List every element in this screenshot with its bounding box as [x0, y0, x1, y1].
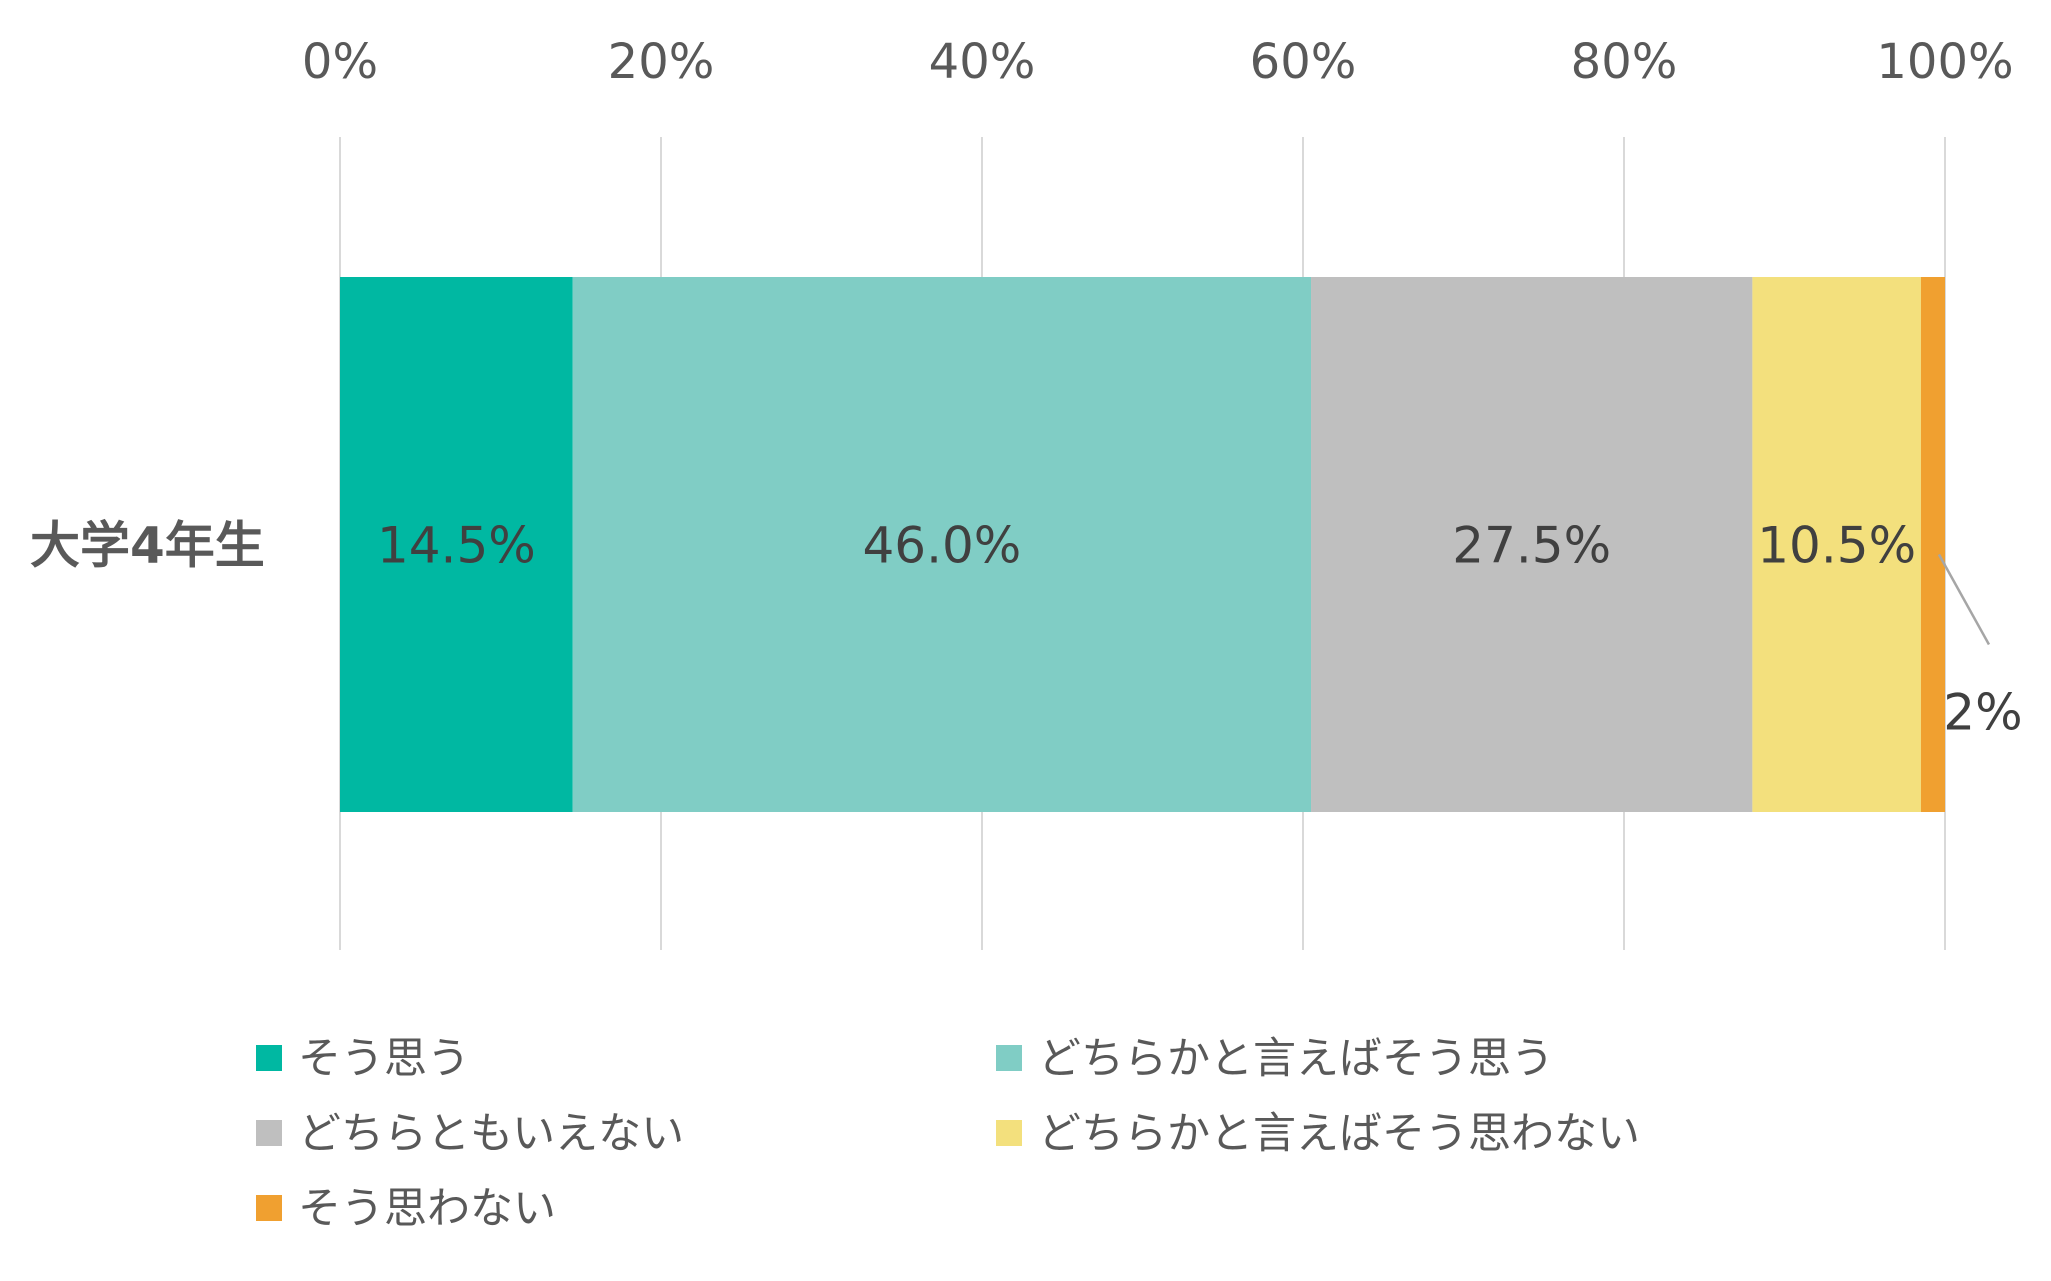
x-tick-label: 20% — [608, 34, 715, 90]
data-label: 14.5% — [377, 517, 536, 575]
bar-segment — [340, 277, 573, 812]
legend-swatch — [256, 1195, 282, 1221]
legend-label: どちらかと言えばそう思う — [1038, 1034, 1554, 1084]
legend-swatch — [996, 1045, 1022, 1071]
x-tick-label: 60% — [1250, 34, 1357, 90]
legend-label: どちらともいえない — [298, 1109, 684, 1159]
x-tick-label: 80% — [1571, 34, 1678, 90]
legend-item: どちらかと言えばそう思わない — [996, 1109, 1640, 1159]
legend-swatch — [996, 1120, 1022, 1146]
bar-segment — [1752, 277, 1921, 812]
data-label: 46.0% — [862, 517, 1021, 575]
legend-label: どちらかと言えばそう思わない — [1038, 1109, 1640, 1159]
legend-item: どちらともいえない — [256, 1109, 684, 1159]
category-labels: 大学4年生 — [30, 517, 265, 575]
x-tick-label: 100% — [1876, 34, 2013, 90]
bar-segment — [1311, 277, 1753, 812]
legend-item: そう思わない — [256, 1184, 556, 1234]
x-tick-label: 40% — [929, 34, 1036, 90]
leader-line — [1937, 553, 1991, 646]
x-tick-label: 0% — [302, 34, 378, 90]
legend-swatch — [256, 1120, 282, 1146]
bar-segments — [340, 277, 1945, 812]
category-label: 大学4年生 — [30, 517, 265, 575]
legend-item: どちらかと言えばそう思う — [996, 1034, 1554, 1084]
legend-swatch — [256, 1045, 282, 1071]
bar-segment — [1920, 277, 1945, 812]
x-axis-tick-labels: 0% 20% 40% 60% 80% 100% — [302, 34, 2014, 90]
legend-label: そう思わない — [298, 1184, 556, 1234]
data-label: 2% — [1943, 684, 2022, 742]
data-label: 27.5% — [1452, 517, 1611, 575]
legend-item: そう思う — [256, 1034, 470, 1084]
data-labels: 14.5% 46.0% 27.5% 10.5% 2% — [377, 517, 2023, 742]
bar-segment — [572, 277, 1312, 812]
data-label: 10.5% — [1757, 517, 1916, 575]
legend-label: そう思う — [298, 1034, 470, 1084]
